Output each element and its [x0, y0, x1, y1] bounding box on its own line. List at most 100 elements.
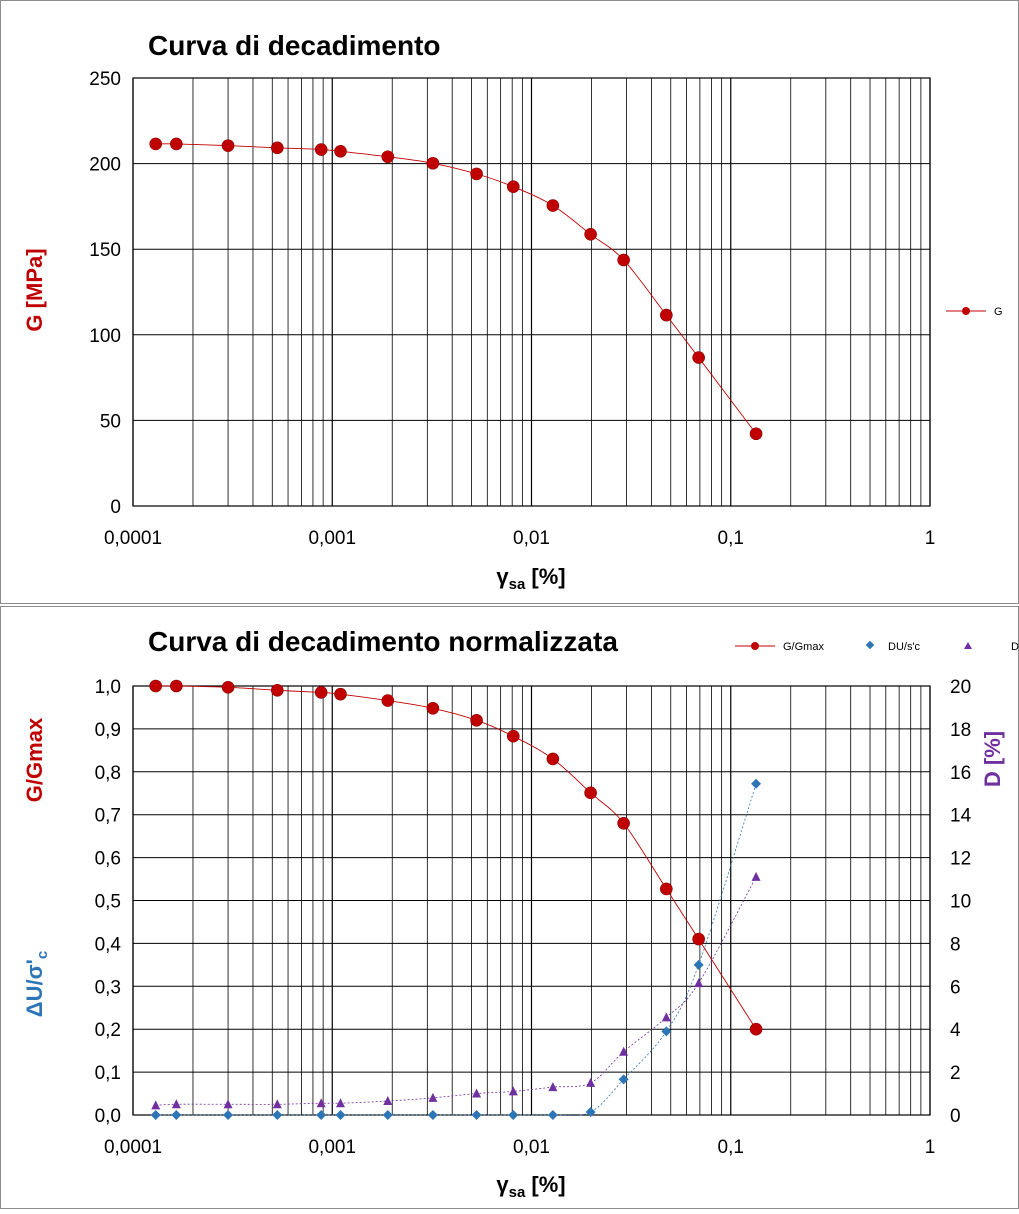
data-point-g	[334, 144, 347, 158]
y-tick-label: 0	[110, 497, 121, 518]
chart-2-x-axis-label-sub: sa	[509, 1184, 526, 1201]
y-tick-label-left: 0,6	[95, 849, 121, 870]
legend-ggmax-marker	[751, 642, 759, 650]
data-point-g	[506, 180, 520, 194]
data-point-du	[150, 1110, 161, 1120]
legend-entry-du: DU/s'c	[865, 640, 921, 653]
chart-2-plot	[149, 679, 763, 1120]
data-point-g	[617, 253, 630, 267]
chart-2-y-axis-label-bottom: ΔU/σ'c	[22, 951, 51, 1017]
data-point-ggmax	[660, 882, 673, 896]
x-tick-label: 0,01	[513, 528, 550, 549]
data-point-du	[382, 1110, 393, 1120]
data-point-ggmax	[617, 816, 630, 830]
x-tick-label: 0,0001	[104, 528, 162, 549]
legend-ggmax-label: G/Gmax	[783, 641, 824, 653]
data-point-du	[661, 1026, 672, 1037]
chart-1-x-axis-label-sub: sa	[509, 576, 526, 593]
series-d-line	[155, 876, 757, 1106]
y-tick-label-right: 16	[950, 763, 971, 784]
data-point-ggmax	[149, 679, 163, 693]
data-point-g	[314, 143, 328, 156]
data-point-g	[660, 308, 673, 322]
chart-1-title: Curva di decadimento	[148, 30, 441, 61]
data-point-ggmax	[546, 752, 560, 766]
data-point-d	[316, 1098, 326, 1108]
data-point-du	[547, 1110, 558, 1120]
data-point-du	[751, 778, 762, 789]
chart-1: 0 50 100 150 200 250 0,0001 0,001 0,01 0,1 1 Curva…	[22, 30, 1003, 593]
data-point-d	[223, 1099, 233, 1109]
data-point-du	[618, 1074, 629, 1085]
data-point-g	[470, 167, 483, 181]
data-point-ggmax	[584, 786, 597, 800]
x-tick-label: 0,001	[308, 1137, 356, 1158]
chart-1-legend: G	[946, 306, 1003, 318]
y-tick-label-right: 12	[950, 849, 971, 870]
chart-1-legend-label: G	[994, 306, 1003, 318]
y-tick-label-left: 0,1	[95, 1063, 121, 1084]
data-point-g	[149, 137, 163, 151]
data-point-g	[426, 156, 440, 170]
data-point-du	[471, 1110, 482, 1120]
y-tick-label-left: 0,7	[95, 806, 121, 827]
data-point-du	[316, 1110, 327, 1120]
y-tick-label-right: 6	[950, 977, 961, 998]
chart-1-y-axis-label: G [MPa]	[22, 248, 47, 331]
x-tick-label: 1	[925, 1137, 936, 1158]
data-point-d	[472, 1088, 482, 1098]
data-point-ggmax	[381, 694, 395, 707]
data-point-g	[170, 137, 183, 151]
y-tick-label-left: 0,4	[95, 934, 122, 955]
data-point-d	[751, 871, 761, 881]
chart-2-y-axis-label-top: G/Gmax	[22, 717, 47, 802]
legend-entry-d: D	[964, 641, 1019, 653]
data-point-d	[335, 1098, 345, 1108]
series-ggmax-line	[155, 685, 757, 1030]
panel-2-frame	[0, 606, 1019, 1209]
data-point-du	[335, 1110, 346, 1120]
chart-2-tick-labels: 0,00,10,20,30,40,50,60,70,80,91,00246810…	[95, 677, 972, 1158]
chart-2-y-axis-label-right: D [%]	[980, 731, 1005, 787]
chart-2: 0,00,10,20,30,40,50,60,70,80,91,00246810…	[22, 626, 1019, 1201]
data-point-d	[619, 1046, 629, 1056]
y-tick-label-right: 2	[950, 1063, 961, 1084]
data-point-g	[221, 139, 235, 152]
plot-area-border	[132, 77, 931, 507]
y-tick-label-right: 0	[950, 1106, 961, 1127]
data-point-du	[693, 959, 704, 970]
data-point-d	[151, 1100, 161, 1110]
y-tick-label-right: 10	[950, 892, 971, 913]
data-point-d	[272, 1099, 282, 1109]
data-point-du	[508, 1110, 519, 1120]
legend-du-label: DU/s'c	[888, 641, 921, 653]
chart-1-legend-marker	[962, 307, 970, 315]
y-tick-label-right: 18	[950, 720, 971, 741]
y-tick-label-left: 0,5	[95, 892, 121, 913]
data-point-g	[692, 351, 705, 364]
y-tick-label: 200	[89, 155, 121, 176]
x-tick-label: 0,0001	[104, 1137, 162, 1158]
data-point-d	[586, 1077, 596, 1087]
y-tick-label-left: 0,3	[95, 977, 121, 998]
data-point-ggmax	[271, 683, 284, 697]
data-point-ggmax	[506, 729, 520, 743]
data-point-g	[381, 150, 395, 164]
y-tick-label-left: 0,0	[95, 1106, 121, 1127]
data-point-d	[694, 978, 704, 988]
chart-2-title: Curva di decadimento normalizzata	[148, 626, 618, 657]
y-tick-label-right: 14	[950, 806, 972, 827]
chart-2-y-axis-label-bottom-sub: c	[34, 951, 51, 959]
panel-1-frame	[0, 0, 1019, 604]
y-tick-label: 50	[100, 411, 121, 432]
chart-1-x-axis-label: γsa [%]	[496, 564, 565, 593]
data-point-du	[585, 1106, 596, 1117]
y-tick-label-left: 0,8	[95, 763, 121, 784]
y-tick-label-right: 8	[950, 934, 961, 955]
chart-2-y-axis-label-bottom-main: ΔU/σ'	[22, 959, 47, 1017]
x-tick-label: 0,001	[308, 528, 356, 549]
y-tick-label-left: 0,2	[95, 1020, 121, 1041]
x-tick-label: 0,1	[718, 1137, 744, 1158]
